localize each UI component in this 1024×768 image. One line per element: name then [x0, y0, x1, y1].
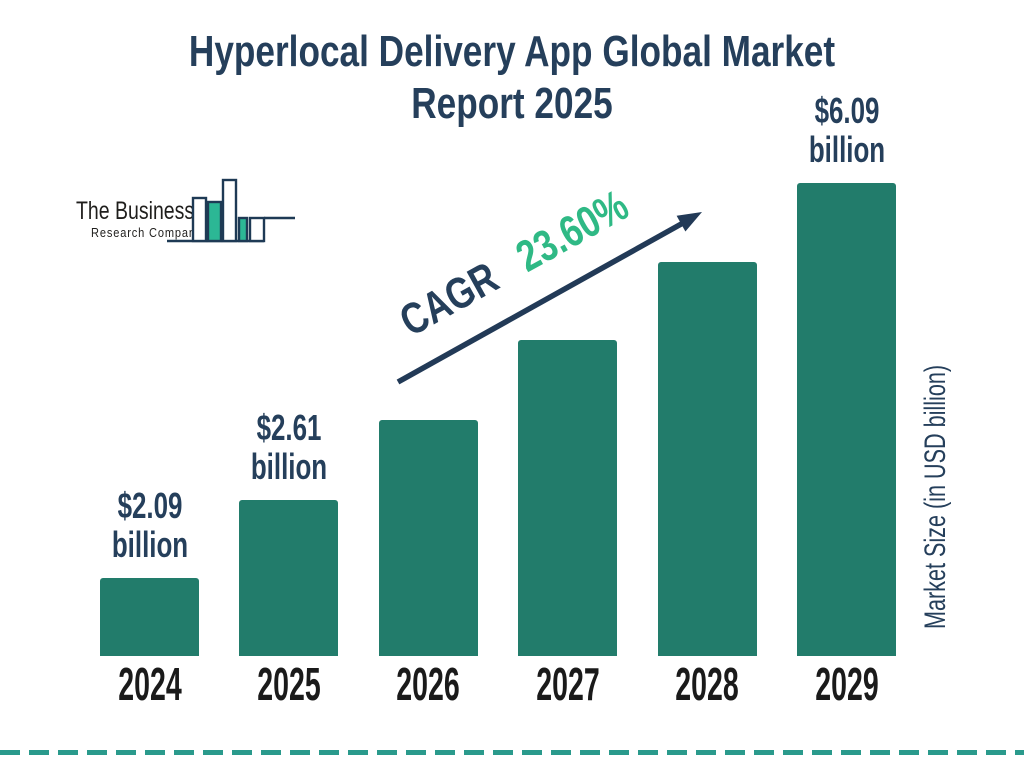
bar-2024: [100, 578, 199, 656]
logo-company-name: The Business: [76, 197, 195, 225]
bar-2028: [657, 262, 757, 656]
x-axis-tick-2027: 2027: [535, 658, 600, 710]
cagr-annotation: CAGR 23.60%: [392, 181, 637, 347]
bar-2027: [518, 340, 618, 656]
bar-2029: [797, 183, 896, 656]
x-axis-tick-2029: 2029: [814, 658, 879, 710]
cagr-value: 23.60%: [508, 180, 637, 282]
bottom-dashed-divider: [0, 750, 1024, 755]
value-label-2029: $6.09 billion: [808, 90, 885, 170]
x-axis-tick-2026: 2026: [396, 658, 461, 710]
page-title-line2: Report 2025: [411, 79, 613, 128]
logo-bar-chart-icon: [167, 178, 295, 243]
x-axis-tick-2025: 2025: [257, 658, 321, 710]
x-axis-tick-2028: 2028: [675, 658, 739, 710]
page-title-line1: Hyperlocal Delivery App Global Market: [188, 27, 836, 76]
bar-2026: [378, 420, 478, 656]
y-axis-label: Market Size (in USD billion): [919, 364, 952, 630]
bar-2025: [239, 500, 339, 656]
page-title: Hyperlocal Delivery App Global Market Re…: [102, 26, 921, 130]
value-label-2024: $2.09 billion: [111, 485, 188, 565]
logo-company-subname: Research Company: [91, 225, 203, 240]
cagr-label: CAGR: [391, 252, 507, 346]
value-label-2025: $2.61 billion: [250, 407, 328, 487]
x-axis-tick-2024: 2024: [117, 658, 182, 710]
